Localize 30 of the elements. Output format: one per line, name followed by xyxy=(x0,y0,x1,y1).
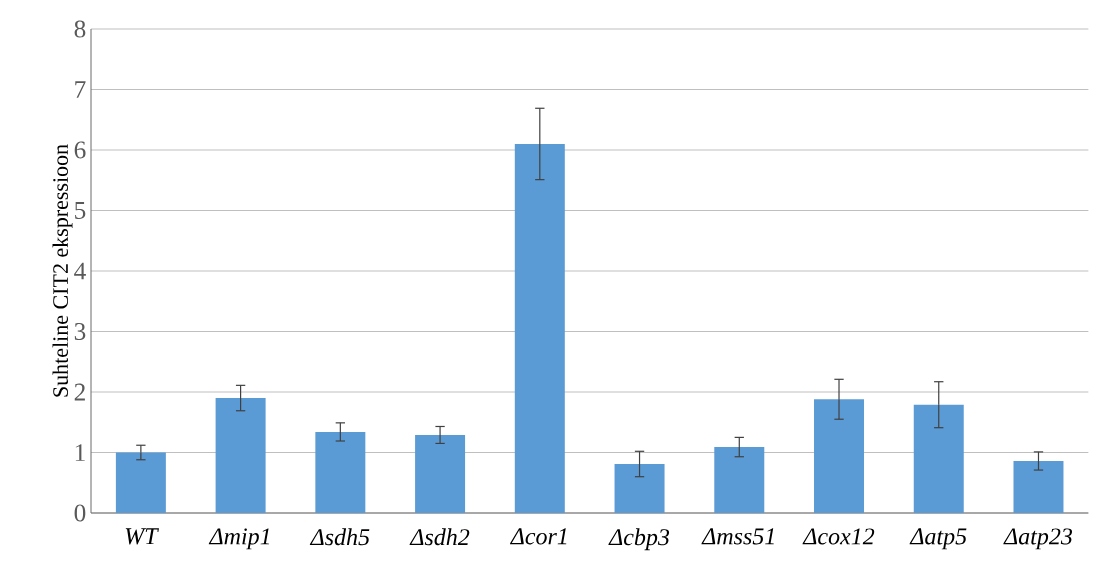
y-axis-title: Suhteline CIT2 ekspressioon xyxy=(52,144,73,397)
bar xyxy=(614,464,665,513)
y-tick-label: 7 xyxy=(75,81,86,98)
y-tick-label: 5 xyxy=(75,202,86,219)
bar xyxy=(714,447,765,513)
x-tick-label: Δatp23 xyxy=(1003,528,1073,550)
bar xyxy=(1013,460,1064,513)
y-tick-label: 2 xyxy=(74,383,85,401)
x-tick-label: Δcox12 xyxy=(802,528,875,545)
x-tick-label: Δcor1 xyxy=(509,528,567,545)
x-tick-label: Δmss51 xyxy=(701,528,774,545)
y-tick-label: 6 xyxy=(74,141,86,159)
y-tick-label: 0 xyxy=(74,504,86,522)
x-tick-label: Δsdh2 xyxy=(409,528,470,546)
y-tick-label: 3 xyxy=(74,323,86,341)
bar xyxy=(415,434,466,513)
x-tick-label: Δcbp3 xyxy=(608,528,670,551)
x-tick-label: Δatp5 xyxy=(909,528,967,550)
y-tick-label: 4 xyxy=(74,262,86,280)
x-tick-label: Δsdh5 xyxy=(309,528,370,546)
bar xyxy=(115,452,166,513)
y-tick-label: 1 xyxy=(75,444,85,461)
y-tick-label: 8 xyxy=(74,20,86,38)
x-tick-label: Δmip1 xyxy=(208,528,270,550)
bar xyxy=(514,143,565,513)
bar xyxy=(215,398,266,513)
bar xyxy=(814,399,865,513)
bar xyxy=(315,431,366,513)
bar xyxy=(913,404,964,513)
x-tick-label: WT xyxy=(125,528,159,545)
